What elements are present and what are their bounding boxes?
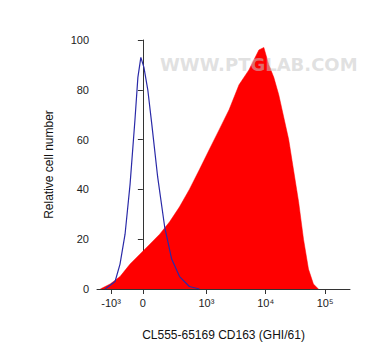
svg-text:WWW.PTGLAB.COM: WWW.PTGLAB.COM xyxy=(160,54,358,75)
svg-text:10⁴: 10⁴ xyxy=(257,297,274,309)
svg-text:100: 100 xyxy=(71,34,89,46)
svg-text:-10³: -10³ xyxy=(101,297,121,309)
svg-text:60: 60 xyxy=(77,134,89,146)
svg-text:10⁵: 10⁵ xyxy=(317,297,334,309)
svg-text:0: 0 xyxy=(83,283,89,295)
svg-text:Relative cell number: Relative cell number xyxy=(42,110,56,219)
svg-text:80: 80 xyxy=(77,84,89,96)
svg-text:40: 40 xyxy=(77,183,89,195)
svg-text:20: 20 xyxy=(77,233,89,245)
svg-text:0: 0 xyxy=(140,297,146,309)
svg-text:10³: 10³ xyxy=(198,297,214,309)
svg-text:CL555-65169 CD163 (GHI/61): CL555-65169 CD163 (GHI/61) xyxy=(142,328,305,342)
